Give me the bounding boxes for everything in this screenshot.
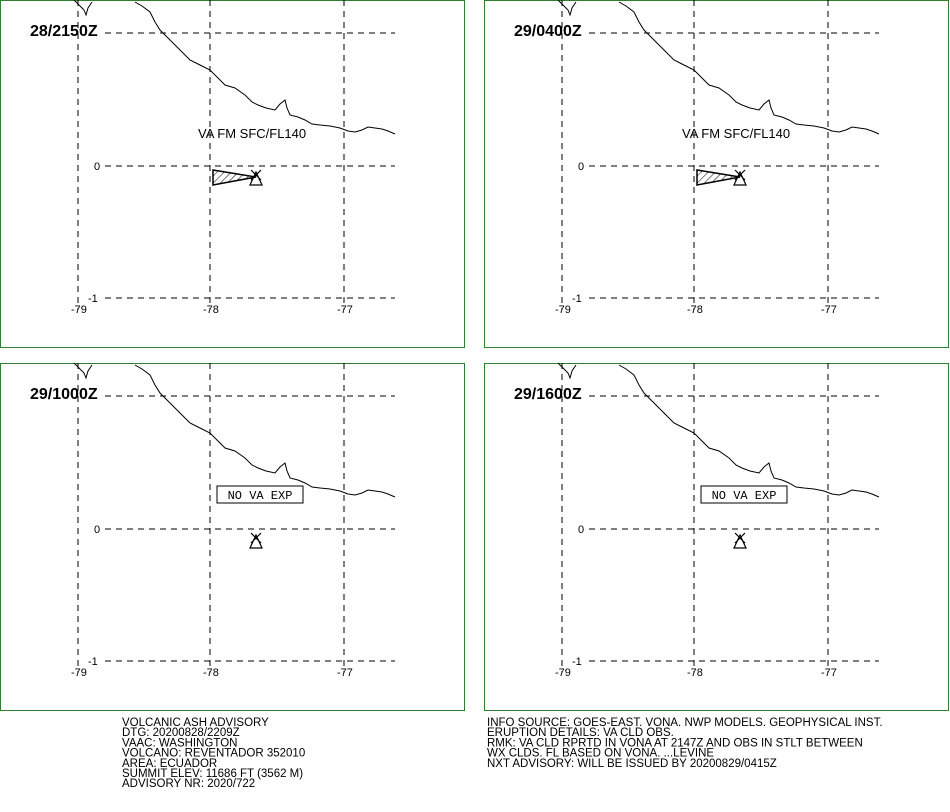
map-panel: -79 -78 -77 0 -1 29/0400Z VA FM SFC/FL140 [484,0,949,348]
advisory-text: ERUPTION DETAILS: VA CLD OBS. [487,727,674,739]
map-panel: -79 -78 -77 0 -1 29/1000Z NO VA EXP [0,362,465,711]
lon-label: -77 [337,304,353,316]
valid-time: 29/1000Z [30,386,98,403]
coastline [73,362,93,380]
lon-label: -79 [71,667,87,679]
panel-frame [484,0,949,348]
lat-label: 0 [94,161,100,173]
lat-label: -1 [88,293,98,305]
coastline [134,1,396,135]
advisory-text: ADVISORY NR: 2020/722 [122,778,255,790]
volcano-symbol [249,532,263,549]
advisory-text: INFO SOURCE: GOES-EAST. VONA. NWP MODELS… [487,717,883,729]
panel-frame [484,363,949,711]
lon-label: -78 [203,304,219,316]
advisory-text: DTG: 20200828/2209Z [122,727,240,739]
lat-label: -1 [88,656,98,668]
lon-label: -79 [71,304,87,316]
ash-cloud [212,169,257,186]
lon-label: -78 [687,667,703,679]
lon-label: -77 [337,667,353,679]
advisory-text: RMK: VA CLD RPRTD IN VONA AT 2147Z AND O… [487,737,863,749]
advisory-text: AREA: ECUADOR [122,758,217,770]
cloud-label: NO VA EXP [712,489,777,503]
advisory-text: SUMMIT ELEV: 11686 FT (3562 M) [122,768,303,780]
lat-label: -1 [572,656,582,668]
advisory-text: VAAC: WASHINGTON [122,737,237,749]
advisory-text: NXT ADVISORY: WILL BE ISSUED BY 20200829… [487,758,777,770]
cloud-label: VA FM SFC/FL140 [198,126,306,141]
panel-frame [0,0,465,348]
lon-label: -78 [687,304,703,316]
coastline [557,0,577,17]
panel-frame [0,363,465,711]
lon-label: -77 [821,304,837,316]
coastline [557,362,577,380]
advisory-text: VOLCANO: REVENTADOR 352010 [122,748,305,760]
ash-cloud [696,169,741,186]
valid-time: 28/2150Z [30,23,98,40]
cloud-label: VA FM SFC/FL140 [682,126,790,141]
cloud-label: NO VA EXP [228,489,293,503]
lat-label: 0 [94,524,100,536]
lat-label: 0 [578,524,584,536]
map-panel: -79 -78 -77 0 -1 29/1600Z NO VA EXP [484,362,949,711]
label-box [216,485,304,504]
coastline [618,1,880,135]
lat-label: 0 [578,161,584,173]
advisory-text: VOLCANIC ASH ADVISORY [122,717,269,729]
label-box [700,485,788,504]
lon-label: -79 [555,304,571,316]
coastline [618,364,880,498]
lon-label: -79 [555,667,571,679]
advisory-text: WX CLDS. FL BASED ON VONA. ...LEVINE [487,748,714,760]
coastline [134,364,396,498]
lon-label: -78 [203,667,219,679]
volcano-symbol [733,532,747,549]
map-panel: -79 -78 -77 0 -1 28/2150Z VA FM SFC/FL140 [0,0,465,348]
coastline [73,0,93,17]
lat-label: -1 [572,293,582,305]
lon-label: -77 [821,667,837,679]
valid-time: 29/1600Z [514,386,582,403]
valid-time: 29/0400Z [514,23,582,40]
